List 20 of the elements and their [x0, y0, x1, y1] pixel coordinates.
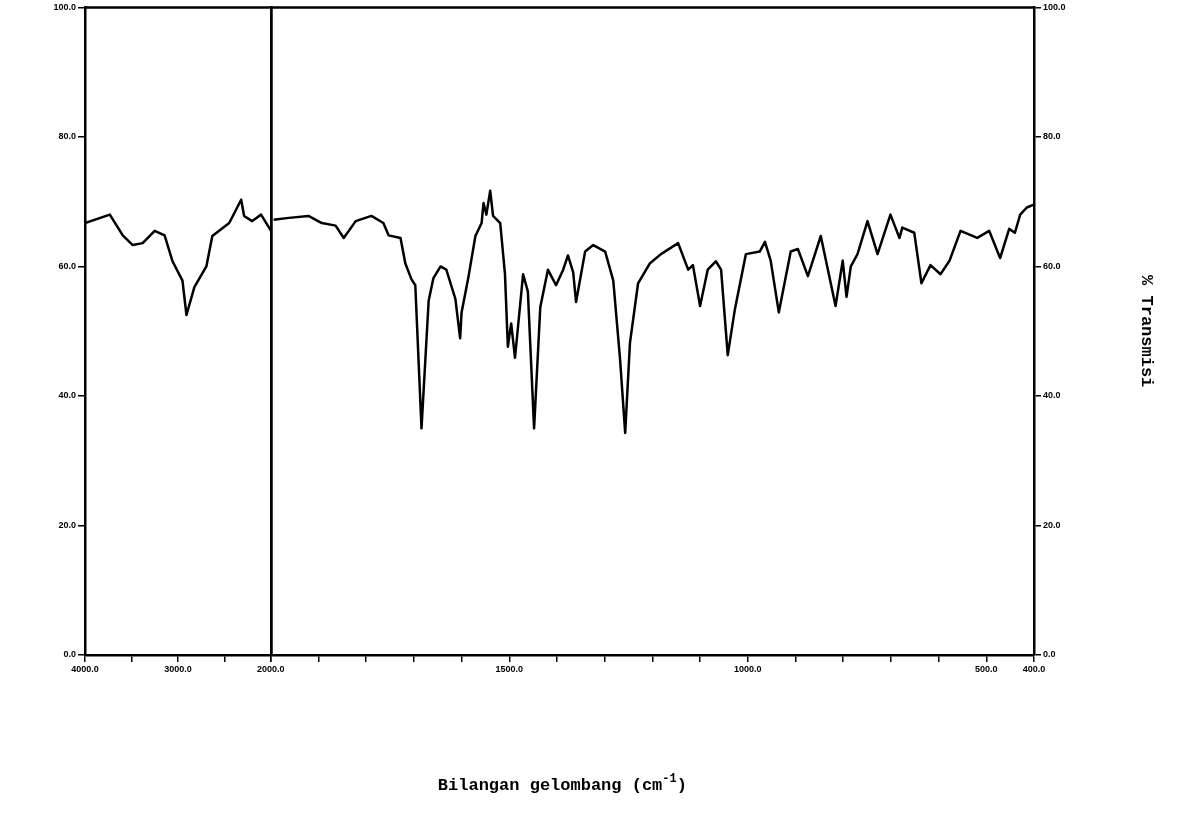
y2-axis-title: % Transmisi — [1136, 275, 1156, 388]
y-tick-label: 80.0 — [58, 131, 76, 142]
y2-tick-label: 0.0 — [1043, 649, 1056, 660]
x-tick-label: 4000.0 — [71, 663, 99, 674]
x-tick-label: 400.0 — [1022, 663, 1046, 674]
x-tick-label: 1500.0 — [495, 663, 524, 674]
y-tick-label: 20.0 — [58, 519, 76, 530]
x-tick-label: 1000.0 — [734, 663, 762, 674]
y-tick-label: 100.0 — [53, 1, 76, 12]
y-tick-label: 40.0 — [58, 390, 76, 401]
y2-tick-label: 80.0 — [1043, 131, 1061, 142]
y-tick-label: 0.0 — [63, 649, 76, 660]
y2-tick-label: 60.0 — [1043, 260, 1061, 271]
x-tick-label: 500.0 — [975, 663, 998, 674]
x-tick-label: 3000.0 — [164, 663, 192, 674]
x-tick-label: 2000.0 — [257, 663, 285, 674]
y-tick-label: 60.0 — [58, 260, 76, 271]
y2-tick-label: 40.0 — [1043, 390, 1061, 401]
y2-tick-label: 20.0 — [1043, 519, 1061, 530]
y2-tick-label: 100.0 — [1043, 1, 1066, 12]
